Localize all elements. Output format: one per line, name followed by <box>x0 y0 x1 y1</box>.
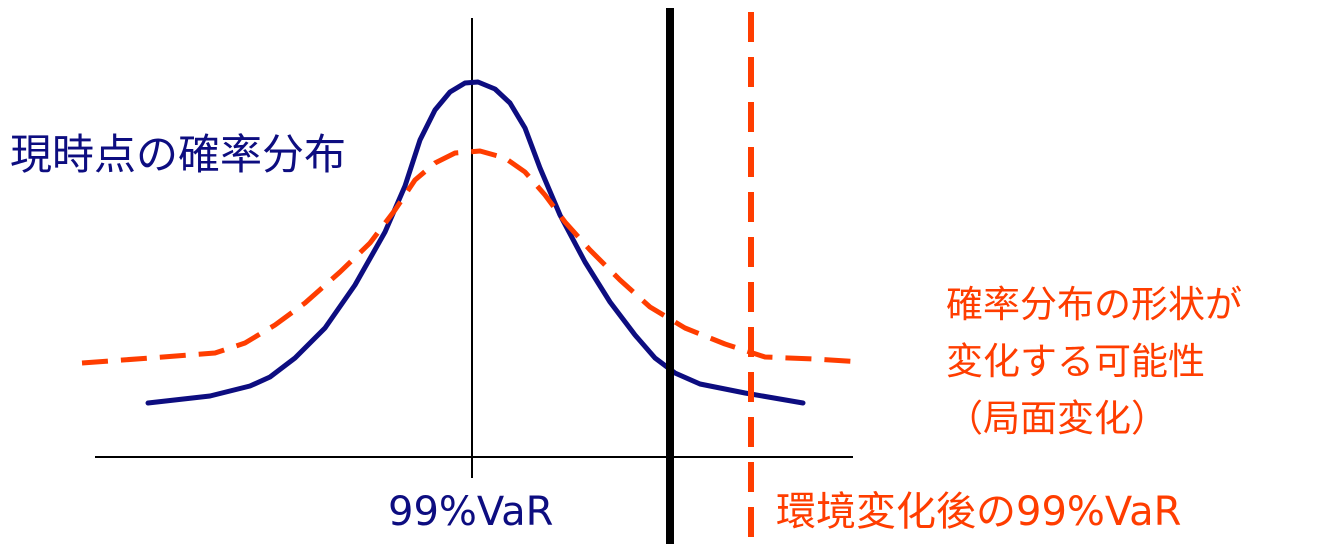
shape-change-label-line2: 変化する可能性 <box>946 340 1205 383</box>
shape-change-label-line3: （局面変化） <box>946 397 1168 440</box>
current-distribution-curve <box>145 79 806 406</box>
shape-change-label-line1: 確率分布の形状が <box>946 283 1242 326</box>
current-distribution-label: 現時点の確率分布 <box>10 130 347 179</box>
shape-change-label: 確率分布の形状が 変化する可能性 （局面変化） <box>946 276 1242 447</box>
changed-distribution-curve <box>81 148 864 366</box>
var99-label: 99%VaR <box>388 489 554 535</box>
var99-after-change-label: 環境変化後の99%VaR <box>776 489 1182 535</box>
